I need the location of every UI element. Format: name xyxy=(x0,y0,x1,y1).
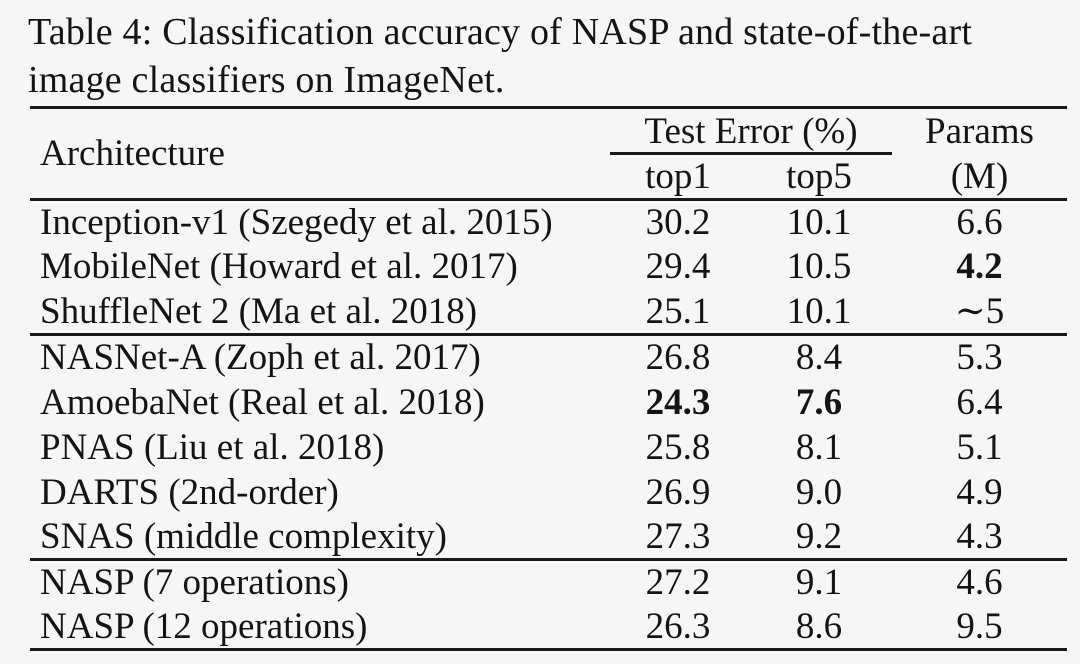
architecture-cell: Inception-v1 (Szegedy et al. 2015) xyxy=(40,201,553,243)
top1-cell: 29.4 xyxy=(645,246,711,287)
architecture-cell: PNAS (Liu et al. 2018) xyxy=(40,426,385,468)
table-row-nasp-7: NASP (7 operations) 27.2 9.1 4.6 xyxy=(30,558,1067,605)
table-caption: Table 4: Classification accuracy of NASP… xyxy=(28,8,1065,104)
architecture-cell: NASP (12 operations) xyxy=(40,605,368,647)
top5-cell: 9.1 xyxy=(746,558,892,605)
caption-line-2: image classifiers on ImageNet. xyxy=(28,59,505,101)
top1-cell: 24.3 xyxy=(645,381,711,423)
top1-cell: 25.1 xyxy=(645,290,711,332)
top1-cell: 27.3 xyxy=(645,515,711,557)
architecture-cell: SNAS (middle complexity) xyxy=(40,515,447,557)
params-cell: 4.6 xyxy=(892,558,1067,605)
params-cell: 5.1 xyxy=(956,426,1003,468)
top1-cell: 26.8 xyxy=(610,333,746,380)
top1-cell: 30.2 xyxy=(645,201,711,243)
col-header-architecture: Architecture xyxy=(30,107,610,201)
table-row-shufflenet-2: ShuffleNet 2 (Ma et al. 2018) 25.1 10.1 … xyxy=(30,289,1067,335)
params-cell: 9.5 xyxy=(956,605,1003,647)
params-cell: 4.3 xyxy=(956,515,1003,557)
params-cell: 6.4 xyxy=(956,381,1003,423)
top5-cell: 10.1 xyxy=(786,201,852,243)
architecture-cell: DARTS (2nd-order) xyxy=(40,471,339,513)
params-cell: 4.2 xyxy=(956,246,1003,287)
col-header-params-unit: (M) xyxy=(892,154,1067,201)
architecture-cell: ShuffleNet 2 (Ma et al. 2018) xyxy=(40,290,478,332)
architecture-cell: MobileNet (Howard et al. 2017) xyxy=(40,246,518,287)
table-body: Inception-v1 (Szegedy et al. 2015) 30.2 … xyxy=(30,199,1067,650)
table-row-nasp-12: NASP (12 operations) 26.3 8.6 9.5 xyxy=(30,605,1067,650)
architecture-cell: NASP (7 operations) xyxy=(30,558,610,605)
architecture-cell: AmoebaNet (Real et al. 2018) xyxy=(40,381,485,423)
header-row-2: top1 top5 (M) xyxy=(30,154,1067,201)
table-row-pnas: PNAS (Liu et al. 2018) 25.8 8.1 5.1 xyxy=(30,425,1067,470)
params-cell: ∼5 xyxy=(954,291,1005,332)
table-row-mobilenet: MobileNet (Howard et al. 2017) 29.4 10.5… xyxy=(30,244,1067,289)
top5-cell: 10.1 xyxy=(786,290,852,332)
top5-cell: 8.6 xyxy=(795,605,843,647)
architecture-cell: NASNet-A (Zoph et al. 2017) xyxy=(30,333,610,380)
top5-cell: 8.4 xyxy=(746,333,892,380)
top1-cell: 26.3 xyxy=(645,605,711,647)
table-row-darts: DARTS (2nd-order) 26.9 9.0 4.9 xyxy=(30,470,1067,515)
table-row-snas: SNAS (middle complexity) 27.3 9.2 4.3 xyxy=(30,515,1067,560)
top5-cell: 10.5 xyxy=(786,246,852,287)
table-row-inception-v1: Inception-v1 (Szegedy et al. 2015) 30.2 … xyxy=(30,199,1067,244)
params-cell: 5.3 xyxy=(892,333,1067,380)
top5-cell: 8.1 xyxy=(795,426,843,468)
col-header-top5: top5 xyxy=(746,154,892,201)
top5-cell: 9.0 xyxy=(795,471,843,513)
top1-cell: 27.2 xyxy=(610,558,746,605)
col-header-test-error: Test Error (%) xyxy=(610,108,892,155)
top1-cell: 25.8 xyxy=(645,426,711,468)
results-table: Architecture Test Error (%) Params top1 … xyxy=(30,106,1067,651)
params-cell: 4.9 xyxy=(956,471,1003,513)
col-header-top1: top1 xyxy=(610,154,746,201)
top1-cell: 26.9 xyxy=(645,471,711,513)
top5-cell: 7.6 xyxy=(795,381,843,423)
table-header: Architecture Test Error (%) Params top1 … xyxy=(30,107,1067,201)
header-row-1: Architecture Test Error (%) Params xyxy=(30,107,1067,201)
params-cell: 6.6 xyxy=(956,201,1003,243)
table-row-amoebanet: AmoebaNet (Real et al. 2018) 24.3 7.6 6.… xyxy=(30,380,1067,425)
caption-line-1: Table 4: Classification accuracy of NASP… xyxy=(28,11,973,53)
col-header-params: Params xyxy=(925,111,1034,153)
top5-cell: 9.2 xyxy=(795,515,843,557)
table-row-nasnet-a: NASNet-A (Zoph et al. 2017) 26.8 8.4 5.3 xyxy=(30,333,1067,380)
